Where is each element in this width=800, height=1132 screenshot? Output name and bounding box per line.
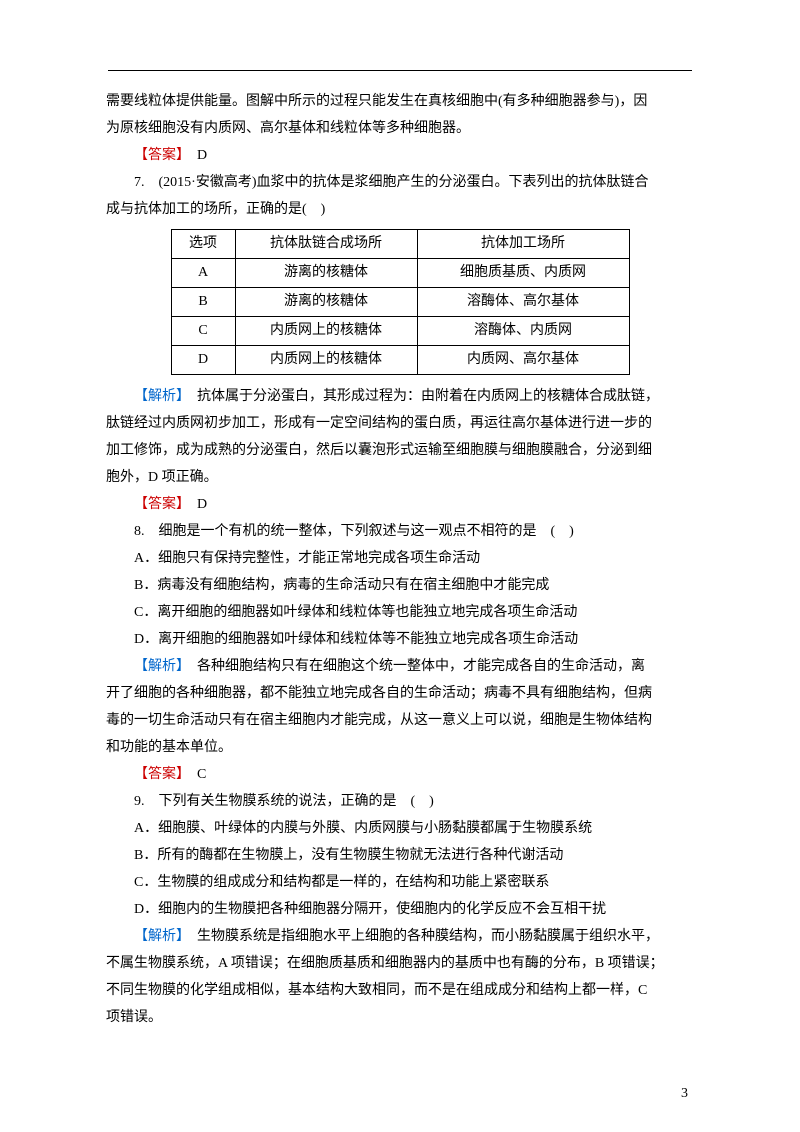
expl8-l4: 和功能的基本单位。	[106, 734, 694, 761]
expl-label: 【解析】	[134, 659, 183, 674]
expl-label: 【解析】	[134, 389, 183, 404]
q7-heading1: 7. (2015·安徽高考)血浆中的抗体是浆细胞产生的分泌蛋白。下表列出的抗体肽…	[106, 169, 694, 196]
expl-label: 【解析】	[134, 929, 183, 944]
table-row: C 内质网上的核糖体 溶酶体、内质网	[171, 317, 629, 346]
page-number: 3	[681, 1086, 688, 1102]
answer-label: 【答案】	[134, 497, 183, 512]
expl9-l2: 不属生物膜系统，A 项错误；在细胞质基质和细胞器内的基质中也有酶的分布，B 项错…	[106, 950, 694, 977]
expl7-l4: 胞外，D 项正确。	[106, 464, 694, 491]
cell: 细胞质基质、内质网	[417, 259, 629, 288]
expl8-l2: 开了细胞的各种细胞器，都不能独立地完成各自的生命活动；病毒不具有细胞结构，但病	[106, 680, 694, 707]
q8-C: C．离开细胞的细胞器如叶绿体和线粒体等也能独立地完成各项生命活动	[106, 599, 694, 626]
expl8-l3: 毒的一切生命活动只有在宿主细胞内才能完成，从这一意义上可以说，细胞是生物体结构	[106, 707, 694, 734]
answer7: 【答案】 D	[106, 491, 694, 518]
q8-D: D．离开细胞的细胞器如叶绿体和线粒体等不能独立地完成各项生命活动	[106, 626, 694, 653]
cell: 内质网、高尔基体	[417, 346, 629, 375]
answer-label: 【答案】	[134, 148, 183, 163]
answer-value: C	[183, 767, 206, 782]
table-header-row: 选项 抗体肽链合成场所 抗体加工场所	[171, 230, 629, 259]
cell: 内质网上的核糖体	[235, 346, 417, 375]
cell: 溶酶体、高尔基体	[417, 288, 629, 317]
expl9-l1: 【解析】 生物膜系统是指细胞水平上细胞的各种膜结构，而小肠黏膜属于组织水平，	[106, 923, 694, 950]
th-option: 选项	[171, 230, 235, 259]
intro-line2: 为原核细胞没有内质网、高尔基体和线粒体等多种细胞器。	[106, 115, 694, 142]
q7-table: 选项 抗体肽链合成场所 抗体加工场所 A 游离的核糖体 细胞质基质、内质网 B …	[171, 229, 630, 375]
q8-A: A．细胞只有保持完整性，才能正常地完成各项生命活动	[106, 545, 694, 572]
q9-A: A．细胞膜、叶绿体的内膜与外膜、内质网膜与小肠黏膜都属于生物膜系统	[106, 815, 694, 842]
q9-heading: 9. 下列有关生物膜系统的说法，正确的是 ( )	[106, 788, 694, 815]
answer-label: 【答案】	[134, 767, 183, 782]
q8-B: B．病毒没有细胞结构，病毒的生命活动只有在宿主细胞中才能完成	[106, 572, 694, 599]
table-row: D 内质网上的核糖体 内质网、高尔基体	[171, 346, 629, 375]
expl8-l1: 【解析】 各种细胞结构只有在细胞这个统一整体中，才能完成各自的生命活动，离	[106, 653, 694, 680]
cell: 游离的核糖体	[235, 288, 417, 317]
answer6: 【答案】 D	[106, 142, 694, 169]
cell: 溶酶体、内质网	[417, 317, 629, 346]
expl9-l3: 不同生物膜的化学组成相似，基本结构大致相同，而不是在组成成分和结构上都一样，C	[106, 977, 694, 1004]
expl-text: 各种细胞结构只有在细胞这个统一整体中，才能完成各自的生命活动，离	[183, 659, 645, 674]
q9-C: C．生物膜的组成成分和结构都是一样的，在结构和功能上紧密联系	[106, 869, 694, 896]
cell: B	[171, 288, 235, 317]
th-processing: 抗体加工场所	[417, 230, 629, 259]
expl-text: 抗体属于分泌蛋白，其形成过程为：由附着在内质网上的核糖体合成肽链，	[183, 389, 659, 404]
cell: A	[171, 259, 235, 288]
expl9-l4: 项错误。	[106, 1004, 694, 1031]
expl7-l2: 肽链经过内质网初步加工，形成有一定空间结构的蛋白质，再运往高尔基体进行进一步的	[106, 410, 694, 437]
table-row: B 游离的核糖体 溶酶体、高尔基体	[171, 288, 629, 317]
answer-value: D	[183, 497, 207, 512]
cell: D	[171, 346, 235, 375]
answer8: 【答案】 C	[106, 761, 694, 788]
expl7-l3: 加工修饰，成为成熟的分泌蛋白，然后以囊泡形式运输至细胞膜与细胞膜融合，分泌到细	[106, 437, 694, 464]
cell: 游离的核糖体	[235, 259, 417, 288]
cell: C	[171, 317, 235, 346]
document-page: 需要线粒体提供能量。图解中所示的过程只能发生在真核细胞中(有多种细胞器参与)，因…	[0, 0, 800, 1091]
answer-value: D	[183, 148, 207, 163]
table-row: A 游离的核糖体 细胞质基质、内质网	[171, 259, 629, 288]
q9-D: D．细胞内的生物膜把各种细胞器分隔开，使细胞内的化学反应不会互相干扰	[106, 896, 694, 923]
intro-line1: 需要线粒体提供能量。图解中所示的过程只能发生在真核细胞中(有多种细胞器参与)，因	[106, 88, 694, 115]
expl7-l1: 【解析】 抗体属于分泌蛋白，其形成过程为：由附着在内质网上的核糖体合成肽链，	[106, 383, 694, 410]
expl-text: 生物膜系统是指细胞水平上细胞的各种膜结构，而小肠黏膜属于组织水平，	[183, 929, 659, 944]
th-synthesis: 抗体肽链合成场所	[235, 230, 417, 259]
cell: 内质网上的核糖体	[235, 317, 417, 346]
q8-heading: 8. 细胞是一个有机的统一整体，下列叙述与这一观点不相符的是 ( )	[106, 518, 694, 545]
q7-heading2: 成与抗体加工的场所，正确的是( )	[106, 196, 694, 223]
q9-B: B．所有的酶都在生物膜上，没有生物膜生物就无法进行各种代谢活动	[106, 842, 694, 869]
